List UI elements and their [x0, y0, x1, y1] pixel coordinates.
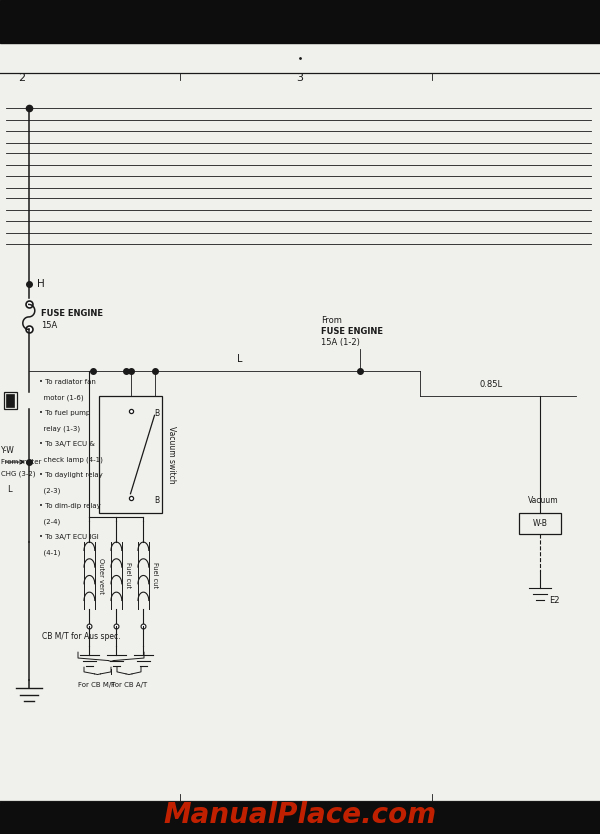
- Bar: [4, 392, 17, 409]
- Bar: [0, 0, 600, 43]
- Text: ManualPlace.com: ManualPlace.com: [163, 801, 437, 829]
- Text: E2: E2: [549, 596, 560, 605]
- Text: FUSE ENGINE: FUSE ENGINE: [321, 327, 383, 336]
- Text: • To daylight relay: • To daylight relay: [39, 472, 103, 478]
- Text: relay (1-3): relay (1-3): [39, 425, 80, 432]
- Text: L: L: [237, 354, 243, 364]
- Text: From: From: [321, 316, 342, 325]
- Text: CB M/T for Aus spec.: CB M/T for Aus spec.: [42, 631, 120, 641]
- Text: Vacuum: Vacuum: [528, 495, 559, 505]
- Bar: [0, 802, 600, 834]
- Text: W-B: W-B: [533, 519, 547, 528]
- Text: (2-3): (2-3): [39, 487, 61, 494]
- Text: H: H: [37, 279, 45, 289]
- Text: 3: 3: [296, 801, 304, 811]
- Text: • To 3A/T ECU &: • To 3A/T ECU &: [39, 441, 95, 447]
- Text: 15A: 15A: [41, 321, 57, 330]
- Text: FUSE ENGINE: FUSE ENGINE: [41, 309, 103, 319]
- Text: Y-W: Y-W: [1, 446, 15, 455]
- Bar: [99, 396, 162, 513]
- Text: B: B: [154, 409, 159, 418]
- Text: Vacuum switch: Vacuum switch: [167, 425, 176, 484]
- Text: Fuel cut: Fuel cut: [152, 562, 158, 589]
- Text: • To dim-dip relay: • To dim-dip relay: [39, 503, 101, 509]
- Text: For CB M/T: For CB M/T: [79, 682, 116, 688]
- Text: check lamp (4-1): check lamp (4-1): [39, 457, 103, 463]
- Text: • To fuel pump: • To fuel pump: [39, 410, 90, 416]
- Text: L: L: [7, 485, 12, 494]
- Text: B: B: [154, 495, 159, 505]
- Text: 15A (1-2): 15A (1-2): [321, 338, 360, 347]
- Text: 0.85L: 0.85L: [480, 380, 503, 389]
- Text: CHG (3-2): CHG (3-2): [1, 470, 36, 477]
- Bar: [519, 513, 561, 534]
- Text: 2: 2: [18, 801, 25, 811]
- Text: • To radiator fan: • To radiator fan: [39, 379, 96, 385]
- Text: (2-4): (2-4): [39, 518, 60, 525]
- Text: 2: 2: [18, 73, 25, 83]
- Text: • To 3A/T ECU IGI: • To 3A/T ECU IGI: [39, 534, 99, 540]
- Text: From meter: From meter: [1, 459, 41, 465]
- Text: For CB A/T: For CB A/T: [111, 682, 147, 688]
- Text: motor (1-6): motor (1-6): [39, 394, 83, 401]
- Text: Fuel cut: Fuel cut: [125, 562, 131, 589]
- Text: (4-1): (4-1): [39, 549, 61, 555]
- Bar: [6, 394, 14, 407]
- Text: 3: 3: [296, 73, 304, 83]
- Text: Outer vent: Outer vent: [98, 557, 104, 594]
